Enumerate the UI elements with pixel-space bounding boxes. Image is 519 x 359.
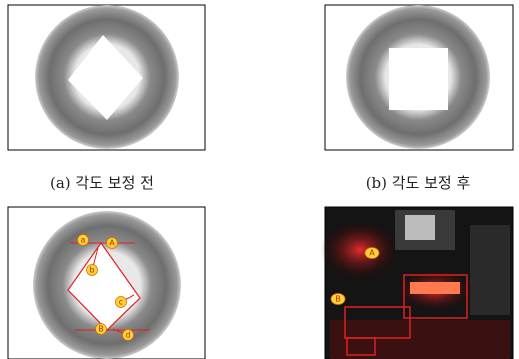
marker: c [119,298,123,307]
page: {"panels": [ {"caption": "(a) 각도 보정 전"},… [0,0,519,359]
marker: B [335,295,341,304]
marker: A [369,249,375,258]
panel-b [325,5,513,150]
panel-a [8,5,205,150]
caption: (b) 각도 보정 후 [366,174,471,192]
panel-c: a A b c B d [8,207,205,359]
marker: A [109,239,115,248]
panel-d: A B [320,207,513,359]
marker: B [98,325,104,334]
marker: a [81,236,86,245]
marker: d [125,331,130,340]
figure: (a) 각도 보정 전 (b) 각도 보정 후 a A b c B d [0,0,519,359]
caption: (a) 각도 보정 전 [50,174,154,192]
marker: b [89,266,94,275]
